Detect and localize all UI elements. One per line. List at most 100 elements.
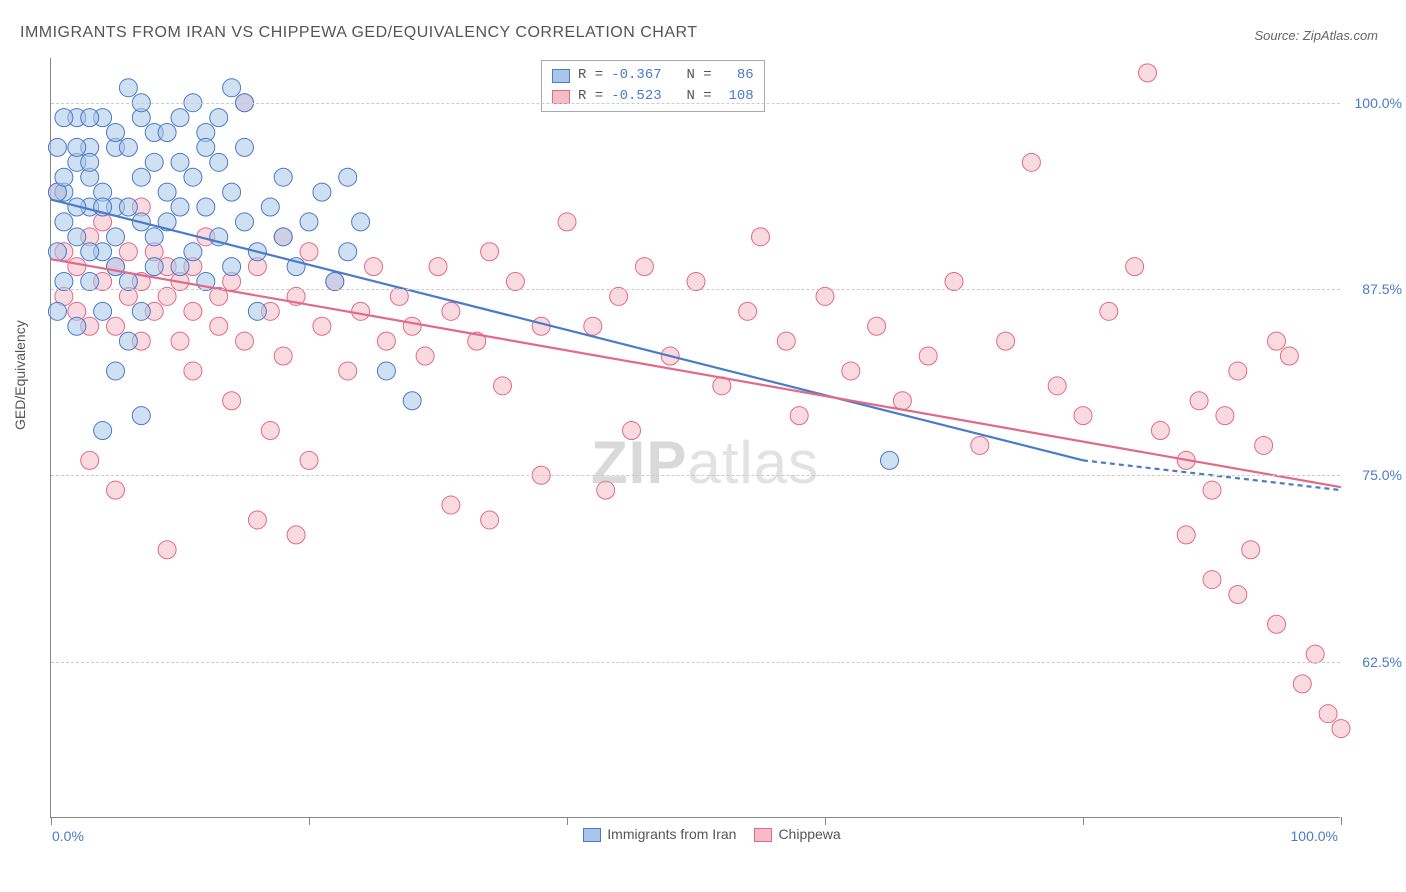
scatter-point xyxy=(352,302,370,320)
scatter-point xyxy=(429,258,447,276)
scatter-point xyxy=(584,317,602,335)
scatter-point xyxy=(107,317,125,335)
scatter-point xyxy=(274,347,292,365)
stat-row: R = -0.523 N = 108 xyxy=(552,86,754,107)
scatter-point xyxy=(623,422,641,440)
stat-r-value: -0.523 xyxy=(611,86,661,107)
scatter-point xyxy=(107,124,125,142)
y-tick-label: 87.5% xyxy=(1362,281,1402,297)
scatter-point xyxy=(1177,526,1195,544)
scatter-point xyxy=(248,511,266,529)
scatter-point xyxy=(352,213,370,231)
scatter-point xyxy=(223,183,241,201)
scatter-point xyxy=(55,109,73,127)
scatter-point xyxy=(68,228,86,246)
scatter-point xyxy=(132,407,150,425)
scatter-point xyxy=(597,481,615,499)
x-tick xyxy=(1083,817,1084,825)
scatter-point xyxy=(81,243,99,261)
scatter-point xyxy=(300,213,318,231)
scatter-point xyxy=(210,109,228,127)
scatter-point xyxy=(184,302,202,320)
stat-swatch xyxy=(552,69,570,83)
scatter-point xyxy=(1306,645,1324,663)
scatter-point xyxy=(481,243,499,261)
regression-line xyxy=(51,259,1341,487)
source-attribution: Source: ZipAtlas.com xyxy=(1254,28,1378,43)
scatter-point xyxy=(377,332,395,350)
regression-line xyxy=(51,200,1083,461)
legend-swatch xyxy=(754,828,772,842)
scatter-point xyxy=(68,138,86,156)
scatter-point xyxy=(403,392,421,410)
scatter-point xyxy=(210,153,228,171)
scatter-point xyxy=(1229,362,1247,380)
scatter-point xyxy=(132,302,150,320)
scatter-point xyxy=(816,287,834,305)
correlation-stats-box: R = -0.367 N = 86R = -0.523 N = 108 xyxy=(541,60,765,112)
chart-plot-area: R = -0.367 N = 86R = -0.523 N = 108 ZIPa… xyxy=(50,58,1340,818)
scatter-point xyxy=(1074,407,1092,425)
bottom-legend: Immigrants from IranChippewa xyxy=(0,826,1406,842)
scatter-point xyxy=(48,243,66,261)
x-tick xyxy=(51,817,52,825)
scatter-point xyxy=(107,481,125,499)
stat-n-label: N = xyxy=(670,86,712,107)
scatter-point xyxy=(1255,436,1273,454)
scatter-point xyxy=(171,153,189,171)
scatter-point xyxy=(313,317,331,335)
stat-row: R = -0.367 N = 86 xyxy=(552,65,754,86)
stat-swatch xyxy=(552,90,570,104)
scatter-point xyxy=(377,362,395,380)
scatter-point xyxy=(261,198,279,216)
scatter-point xyxy=(635,258,653,276)
scatter-point xyxy=(145,153,163,171)
scatter-point xyxy=(687,273,705,291)
scatter-point xyxy=(403,317,421,335)
x-tick xyxy=(1341,817,1342,825)
scatter-point xyxy=(1280,347,1298,365)
scatter-point xyxy=(326,273,344,291)
scatter-svg xyxy=(51,58,1340,817)
scatter-point xyxy=(1268,615,1286,633)
scatter-point xyxy=(107,258,125,276)
scatter-point xyxy=(210,317,228,335)
scatter-point xyxy=(1048,377,1066,395)
x-tick xyxy=(567,817,568,825)
scatter-point xyxy=(919,347,937,365)
gridline xyxy=(51,289,1340,290)
scatter-point xyxy=(1139,64,1157,82)
scatter-point xyxy=(287,526,305,544)
scatter-point xyxy=(119,243,137,261)
scatter-point xyxy=(94,302,112,320)
scatter-point xyxy=(171,198,189,216)
stat-n-value: 108 xyxy=(720,86,754,107)
scatter-point xyxy=(1293,675,1311,693)
scatter-point xyxy=(752,228,770,246)
scatter-point xyxy=(1319,705,1337,723)
scatter-point xyxy=(313,183,331,201)
scatter-point xyxy=(1203,481,1221,499)
scatter-point xyxy=(339,362,357,380)
scatter-point xyxy=(119,138,137,156)
scatter-point xyxy=(842,362,860,380)
scatter-point xyxy=(171,258,189,276)
scatter-point xyxy=(1022,153,1040,171)
scatter-point xyxy=(48,138,66,156)
chart-title: IMMIGRANTS FROM IRAN VS CHIPPEWA GED/EQU… xyxy=(20,24,698,42)
scatter-point xyxy=(300,243,318,261)
scatter-point xyxy=(777,332,795,350)
stat-r-value: -0.367 xyxy=(611,65,661,86)
y-axis-label: GED/Equivalency xyxy=(12,320,28,430)
legend-swatch xyxy=(583,828,601,842)
scatter-point xyxy=(158,183,176,201)
scatter-point xyxy=(81,109,99,127)
scatter-point xyxy=(945,273,963,291)
scatter-point xyxy=(1151,422,1169,440)
scatter-point xyxy=(119,79,137,97)
scatter-point xyxy=(119,332,137,350)
gridline xyxy=(51,475,1340,476)
scatter-point xyxy=(610,287,628,305)
scatter-point xyxy=(132,168,150,186)
scatter-point xyxy=(1203,571,1221,589)
